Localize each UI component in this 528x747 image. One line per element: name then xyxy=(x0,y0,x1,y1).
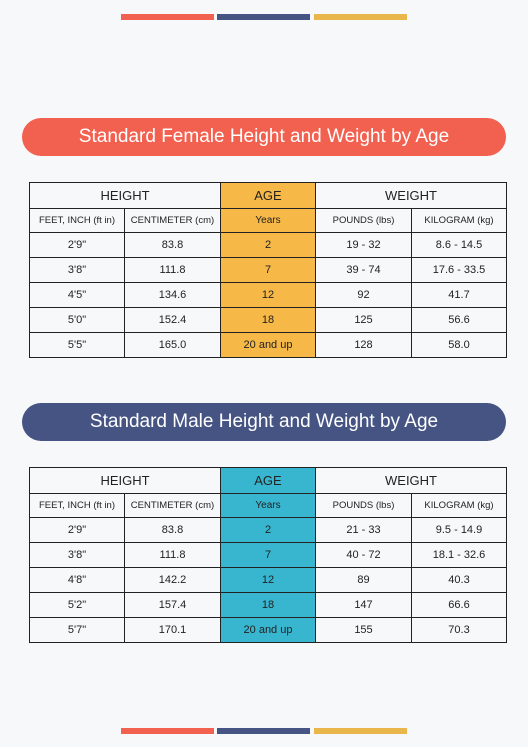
kg-cell: 70.3 xyxy=(411,617,507,643)
table-row: 5'0" 152.4 18 125 56.6 xyxy=(29,307,507,333)
male-cm-header: CENTIMETER (cm) xyxy=(124,493,221,518)
feet-cell: 2'9" xyxy=(29,232,125,258)
male-height-header: HEIGHT xyxy=(29,467,221,494)
pounds-cell: 89 xyxy=(315,567,412,593)
male-kg-header: KILOGRAM (kg) xyxy=(411,493,507,518)
cm-cell: 83.8 xyxy=(124,517,221,543)
female-header-row: HEIGHT AGE WEIGHT xyxy=(29,182,507,209)
table-row: 4'8" 142.2 12 89 40.3 xyxy=(29,567,507,593)
pounds-cell: 40 - 72 xyxy=(315,542,412,568)
bottom-stripe-coral xyxy=(121,728,214,734)
kg-cell: 17.6 - 33.5 xyxy=(411,257,507,283)
bottom-stripe-mustard xyxy=(314,728,407,734)
pounds-cell: 155 xyxy=(315,617,412,643)
kg-cell: 66.6 xyxy=(411,592,507,618)
cm-cell: 134.6 xyxy=(124,282,221,308)
top-stripe-coral xyxy=(121,14,214,20)
pounds-cell: 92 xyxy=(315,282,412,308)
pounds-cell: 21 - 33 xyxy=(315,517,412,543)
table-row: 2'9" 83.8 2 19 - 32 8.6 - 14.5 xyxy=(29,232,507,258)
female-section-title: Standard Female Height and Weight by Age xyxy=(22,118,506,156)
age-cell: 12 xyxy=(220,282,316,308)
pounds-cell: 147 xyxy=(315,592,412,618)
top-stripe-mustard xyxy=(314,14,407,20)
feet-cell: 3'8" xyxy=(29,257,125,283)
age-cell: 18 xyxy=(220,307,316,333)
age-cell: 2 xyxy=(220,232,316,258)
age-cell: 18 xyxy=(220,592,316,618)
table-row: 2'9" 83.8 2 21 - 33 9.5 - 14.9 xyxy=(29,517,507,543)
cm-cell: 111.8 xyxy=(124,257,221,283)
age-cell: 2 xyxy=(220,517,316,543)
pounds-cell: 125 xyxy=(315,307,412,333)
table-row: 3'8" 111.8 7 40 - 72 18.1 - 32.6 xyxy=(29,542,507,568)
feet-cell: 2'9" xyxy=(29,517,125,543)
kg-cell: 58.0 xyxy=(411,332,507,358)
male-table: HEIGHT AGE WEIGHT FEET, INCH (ft in) CEN… xyxy=(29,467,507,643)
male-feet-header: FEET, INCH (ft in) xyxy=(29,493,125,518)
age-cell: 12 xyxy=(220,567,316,593)
age-cell: 20 and up xyxy=(220,332,316,358)
feet-cell: 4'5" xyxy=(29,282,125,308)
age-cell: 7 xyxy=(220,542,316,568)
kg-cell: 9.5 - 14.9 xyxy=(411,517,507,543)
cm-cell: 83.8 xyxy=(124,232,221,258)
table-row: 4'5" 134.6 12 92 41.7 xyxy=(29,282,507,308)
female-table: HEIGHT AGE WEIGHT FEET, INCH (ft in) CEN… xyxy=(29,182,507,358)
kg-cell: 18.1 - 32.6 xyxy=(411,542,507,568)
feet-cell: 3'8" xyxy=(29,542,125,568)
female-kg-header: KILOGRAM (kg) xyxy=(411,208,507,233)
male-weight-header: WEIGHT xyxy=(315,467,507,494)
cm-cell: 165.0 xyxy=(124,332,221,358)
cm-cell: 157.4 xyxy=(124,592,221,618)
kg-cell: 8.6 - 14.5 xyxy=(411,232,507,258)
feet-cell: 5'5" xyxy=(29,332,125,358)
male-header-row: HEIGHT AGE WEIGHT xyxy=(29,467,507,494)
female-weight-header: WEIGHT xyxy=(315,182,507,209)
table-row: 5'5" 165.0 20 and up 128 58.0 xyxy=(29,332,507,358)
age-cell: 20 and up xyxy=(220,617,316,643)
female-cm-header: CENTIMETER (cm) xyxy=(124,208,221,233)
bottom-stripe-navy xyxy=(217,728,310,734)
male-age-header: AGE xyxy=(220,467,316,494)
feet-cell: 4'8" xyxy=(29,567,125,593)
age-cell: 7 xyxy=(220,257,316,283)
table-row: 5'2" 157.4 18 147 66.6 xyxy=(29,592,507,618)
feet-cell: 5'7" xyxy=(29,617,125,643)
kg-cell: 40.3 xyxy=(411,567,507,593)
male-subheader-row: FEET, INCH (ft in) CENTIMETER (cm) Years… xyxy=(29,493,507,518)
cm-cell: 152.4 xyxy=(124,307,221,333)
male-years-header: Years xyxy=(220,493,316,518)
female-age-header: AGE xyxy=(220,182,316,209)
cm-cell: 142.2 xyxy=(124,567,221,593)
female-subheader-row: FEET, INCH (ft in) CENTIMETER (cm) Years… xyxy=(29,208,507,233)
table-row: 5'7" 170.1 20 and up 155 70.3 xyxy=(29,617,507,643)
table-row: 3'8" 111.8 7 39 - 74 17.6 - 33.5 xyxy=(29,257,507,283)
feet-cell: 5'0" xyxy=(29,307,125,333)
cm-cell: 111.8 xyxy=(124,542,221,568)
pounds-cell: 128 xyxy=(315,332,412,358)
male-section-title: Standard Male Height and Weight by Age xyxy=(22,403,506,441)
pounds-cell: 39 - 74 xyxy=(315,257,412,283)
cm-cell: 170.1 xyxy=(124,617,221,643)
female-years-header: Years xyxy=(220,208,316,233)
pounds-cell: 19 - 32 xyxy=(315,232,412,258)
male-pounds-header: POUNDS (lbs) xyxy=(315,493,412,518)
female-feet-header: FEET, INCH (ft in) xyxy=(29,208,125,233)
feet-cell: 5'2" xyxy=(29,592,125,618)
kg-cell: 56.6 xyxy=(411,307,507,333)
female-height-header: HEIGHT xyxy=(29,182,221,209)
top-stripe-navy xyxy=(217,14,310,20)
female-pounds-header: POUNDS (lbs) xyxy=(315,208,412,233)
kg-cell: 41.7 xyxy=(411,282,507,308)
